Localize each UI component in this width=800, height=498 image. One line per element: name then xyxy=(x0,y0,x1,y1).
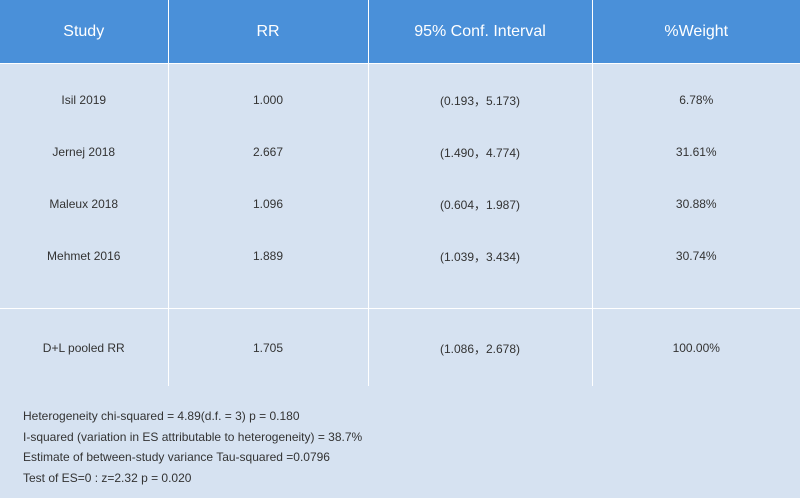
study-cell: Mehmet 2016 xyxy=(0,230,169,282)
table-row: Jernej 2018 2.667 (1.490，4.774) 31.61% xyxy=(0,126,800,178)
study-cell: Jernej 2018 xyxy=(0,126,169,178)
tau-squared-text: Estimate of between-study variance Tau-s… xyxy=(23,450,330,464)
i-squared-text: I-squared (variation in ES attributable … xyxy=(23,429,363,444)
weight-cell: 31.61% xyxy=(592,126,800,178)
table-row: Mehmet 2016 1.889 (1.039，3.434) 30.74% xyxy=(0,230,800,282)
pooled-weight-cell: 100.00% xyxy=(592,308,800,388)
pooled-study-cell: D+L pooled RR xyxy=(0,308,169,388)
statistics-footer: Heterogeneity chi-squared = 4.89(d.f. = … xyxy=(0,386,800,498)
header-ci: 95% Conf. Interval xyxy=(368,0,593,64)
spacer-row xyxy=(0,63,800,74)
meta-analysis-table: Study RR 95% Conf. Interval %Weight Isil… xyxy=(0,0,800,388)
pooled-ci-cell: (1.086，2.678) xyxy=(368,308,593,388)
header-row: Study RR 95% Conf. Interval %Weight xyxy=(0,0,800,64)
study-cell: Isil 2019 xyxy=(0,74,169,126)
pooled-row: D+L pooled RR 1.705 (1.086，2.678) 100.00… xyxy=(0,308,800,388)
rr-cell: 2.667 xyxy=(168,126,369,178)
weight-cell: 30.74% xyxy=(592,230,800,282)
table-row: Isil 2019 1.000 (0.193，5.173) 6.78% xyxy=(0,74,800,126)
header-study: Study xyxy=(0,0,169,64)
ci-cell: (0.193，5.173) xyxy=(368,74,593,126)
test-es-text: Test of ES=0 : z=2.32 p = 0.020 xyxy=(23,470,192,485)
rr-cell: 1.000 xyxy=(168,74,369,126)
weight-cell: 6.78% xyxy=(592,74,800,126)
ci-cell: (1.490，4.774) xyxy=(368,126,593,178)
table-row: Maleux 2018 1.096 (0.604，1.987) 30.88% xyxy=(0,178,800,230)
rr-cell: 1.889 xyxy=(168,230,369,282)
header-weight: %Weight xyxy=(592,0,800,64)
pooled-rr-cell: 1.705 xyxy=(168,308,369,388)
heterogeneity-text: Heterogeneity chi-squared = 4.89(d.f. = … xyxy=(23,409,300,423)
spacer-row xyxy=(0,282,800,309)
weight-cell: 30.88% xyxy=(592,178,800,230)
study-cell: Maleux 2018 xyxy=(0,178,169,230)
rr-cell: 1.096 xyxy=(168,178,369,230)
header-rr: RR xyxy=(168,0,369,64)
ci-cell: (0.604，1.987) xyxy=(368,178,593,230)
ci-cell: (1.039，3.434) xyxy=(368,230,593,282)
